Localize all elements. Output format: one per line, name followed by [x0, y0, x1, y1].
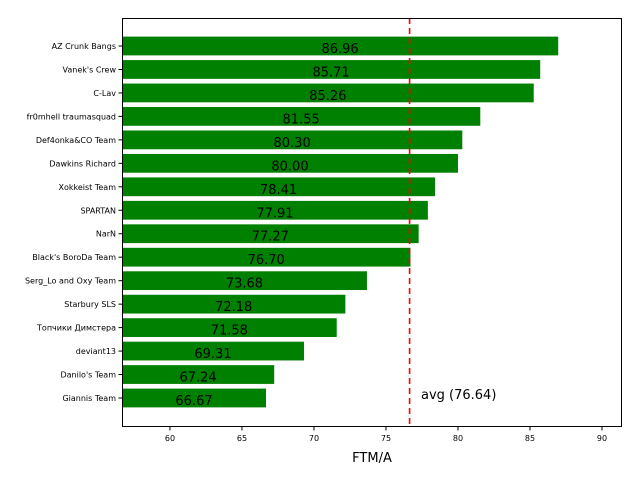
value-label: 86.96	[321, 42, 358, 57]
y-tick-label: deviant13	[76, 347, 116, 356]
value-label: 85.26	[309, 89, 346, 104]
y-tick-label: Danilo's Team	[60, 371, 116, 380]
value-label: 71.58	[211, 324, 248, 339]
x-tick-label: 90	[597, 434, 607, 443]
y-tick-label: C-Lav	[93, 89, 116, 98]
bar	[122, 318, 337, 337]
average-label: avg (76.64)	[421, 388, 496, 403]
bar	[122, 60, 541, 79]
value-label: 69.31	[194, 347, 231, 362]
value-label: 80.30	[274, 136, 311, 151]
x-tick-label: 75	[381, 434, 391, 443]
value-label: 67.24	[179, 371, 216, 386]
bar	[122, 388, 267, 408]
x-tick-label: 65	[237, 434, 247, 443]
y-tick-label: SPARTAN	[80, 206, 116, 215]
y-tick-label: fr0mhell traumasquad	[27, 112, 116, 121]
value-label: 76.70	[248, 253, 285, 268]
bar	[122, 271, 367, 291]
bar	[122, 224, 419, 244]
value-label: 77.27	[252, 230, 289, 245]
y-tick-label: Starbury SLS	[64, 300, 116, 309]
value-label: 72.18	[215, 300, 252, 315]
y-tick-label: Def4onka&CO Team	[36, 136, 116, 145]
bar	[122, 83, 534, 103]
x-axis-label: FTM/A	[352, 451, 392, 466]
x-tick-label: 70	[309, 434, 319, 443]
value-label: 78.41	[260, 183, 297, 198]
y-tick-label: AZ Crunk Bangs	[52, 42, 116, 51]
bar	[122, 365, 275, 384]
y-tick-label: Serg_Lo and Oxy Team	[25, 277, 116, 286]
bar	[122, 36, 559, 56]
bar	[122, 177, 436, 197]
value-label: 66.67	[175, 394, 212, 409]
value-label: 81.55	[283, 112, 320, 127]
plot-frame	[122, 18, 622, 427]
y-tick-label: Giannis Team	[62, 394, 116, 403]
x-tick-label: 85	[525, 434, 535, 443]
bar	[122, 247, 411, 267]
y-tick-label: Xokkeist Team	[59, 183, 117, 192]
y-tick-label: Vanek's Crew	[63, 65, 117, 74]
y-tick-label: Dawkins Richard	[49, 159, 116, 168]
value-label: 77.91	[256, 206, 293, 221]
bar	[122, 130, 463, 150]
value-label: 80.00	[271, 159, 308, 174]
value-label: 73.68	[226, 277, 263, 292]
x-tick-label: 80	[453, 434, 463, 443]
y-tick-label: NarN	[96, 230, 116, 239]
bar	[122, 200, 428, 220]
y-tick-label: Топчики Димстера	[36, 324, 116, 333]
y-tick-label: Black's BoroDa Team	[32, 253, 116, 262]
bar	[122, 294, 346, 314]
value-label: 85.71	[312, 65, 349, 80]
bar	[122, 107, 481, 126]
bar	[122, 153, 458, 173]
bar	[122, 341, 305, 361]
x-tick-label: 60	[165, 434, 175, 443]
